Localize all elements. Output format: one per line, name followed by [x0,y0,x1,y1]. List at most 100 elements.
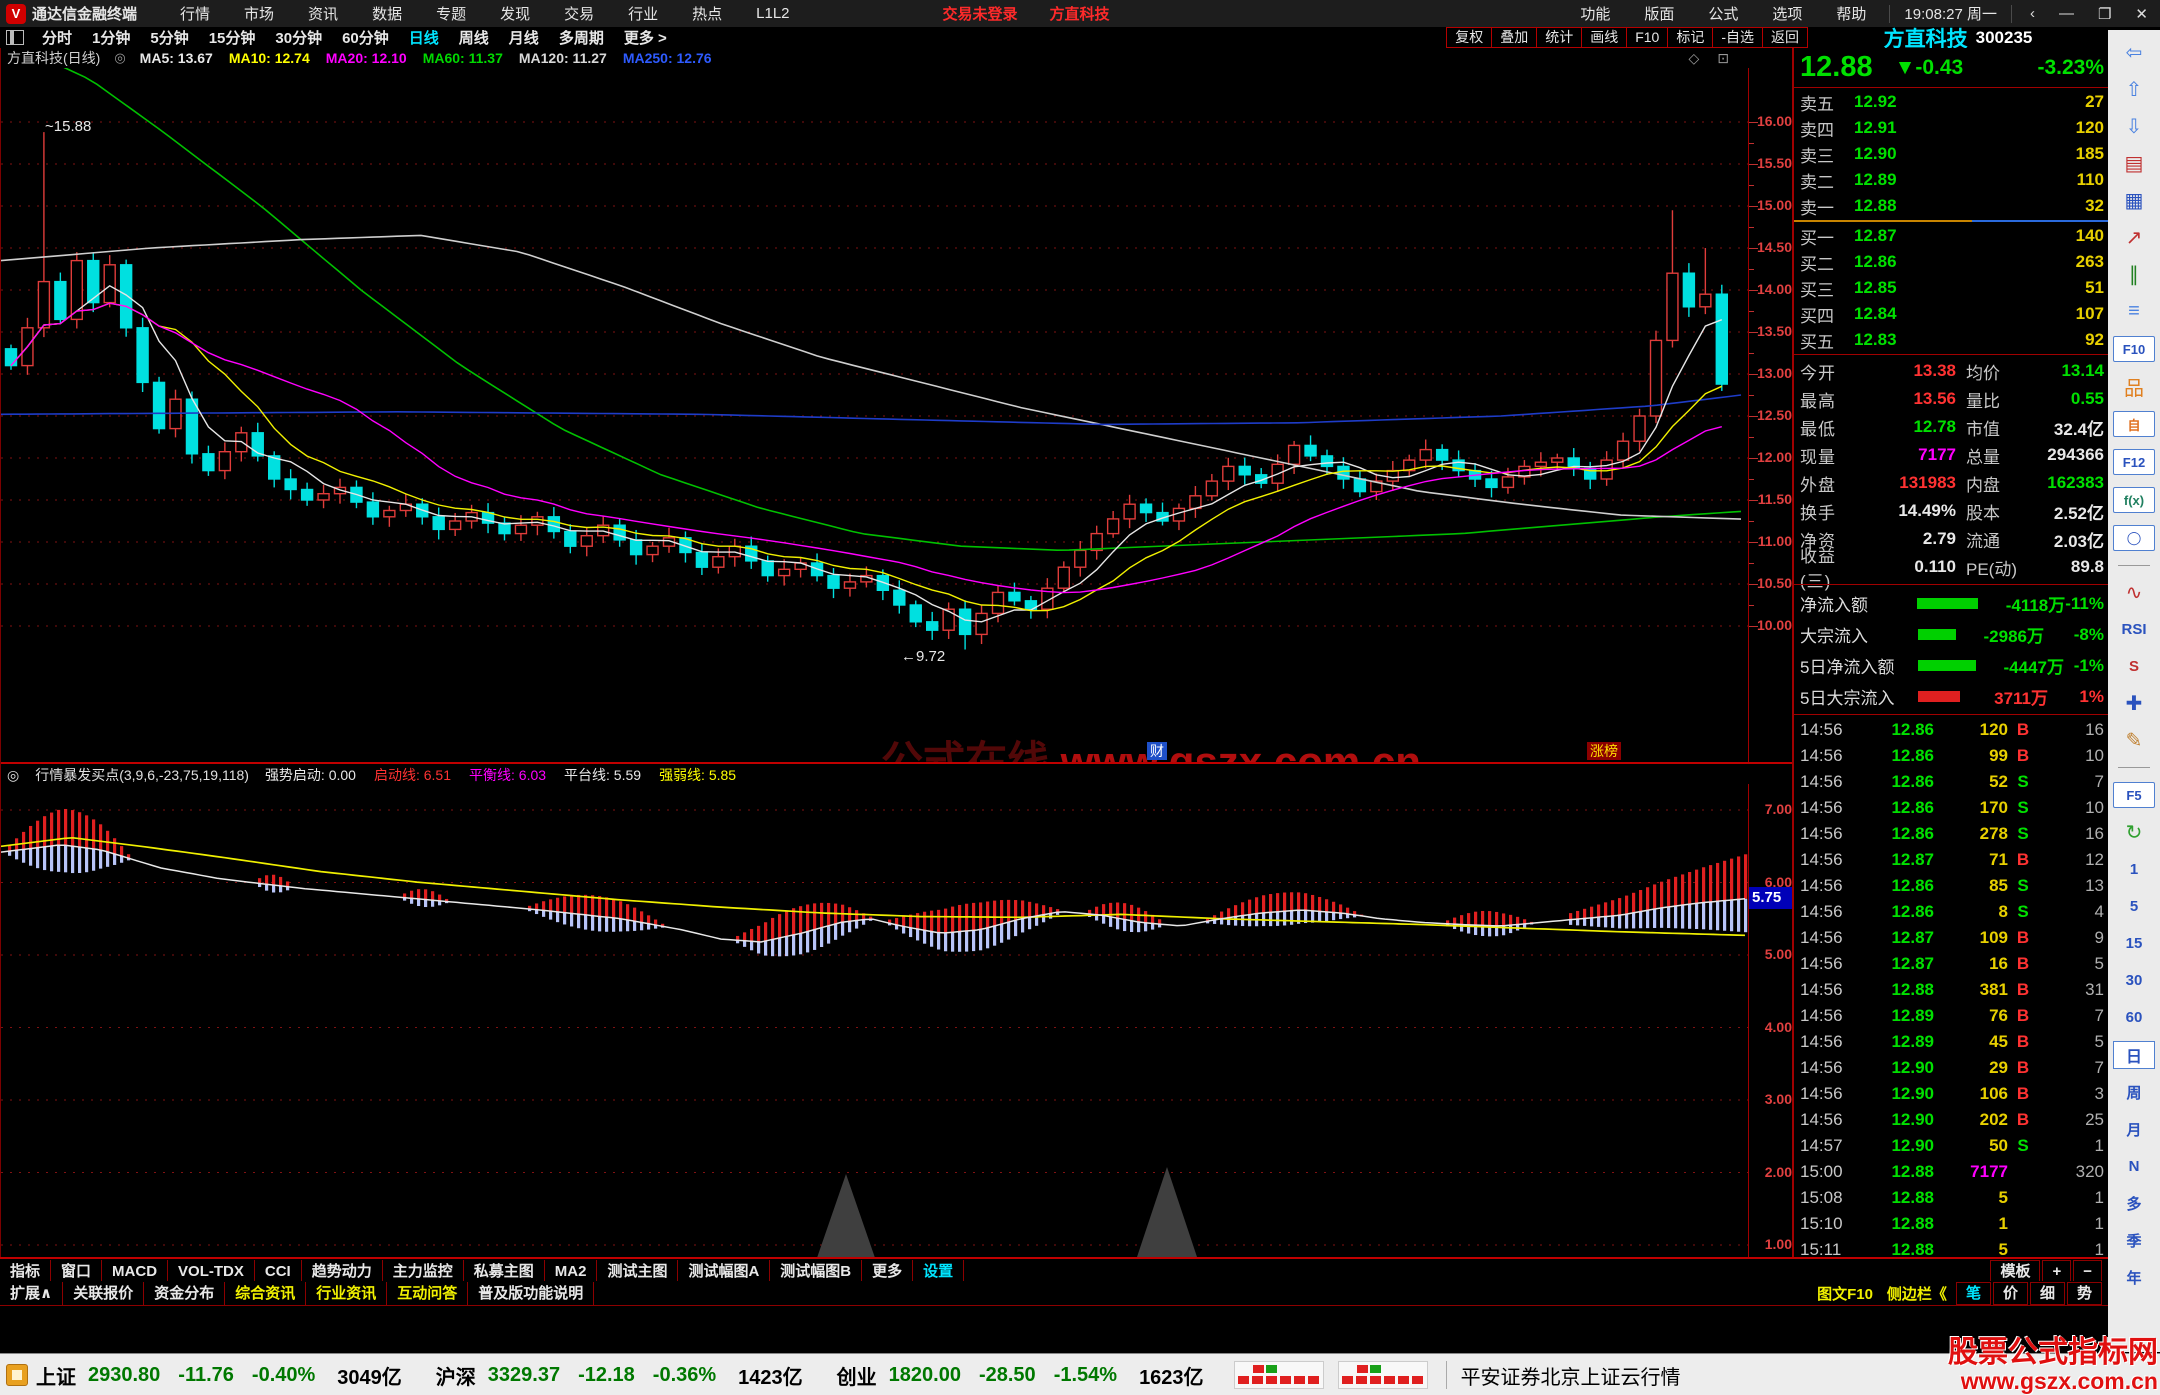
sell-level-row[interactable]: 卖三 12.90 185 [1800,144,2104,166]
f10-button[interactable]: F10 [2113,336,2155,362]
menu-item[interactable]: 交易 [564,6,595,23]
1[interactable]: 15:08 12.88 5 1 [1800,1188,2104,1207]
window-icon[interactable]: ⊡ [1717,49,1729,66]
maximize-button[interactable]: ❐ [2097,5,2112,23]
info-tab[interactable]: 关联报价 [63,1281,145,1305]
25[interactable]: 14:56 12.90 202 B 25 [1800,1110,2104,1129]
period-tab[interactable]: 60分钟 [342,30,389,47]
kline-icon[interactable]: ∥ [2129,264,2139,286]
toolbar-button[interactable]: 返回 [1762,27,1808,48]
1[interactable]: 15:10 12.88 1 1 [1800,1214,2104,1233]
period-tab[interactable]: 日线 [408,30,439,47]
5[interactable]: 14:56 12.87 16 B 5 [1800,954,2104,973]
s-button[interactable]: S [2128,658,2139,675]
waves-icon[interactable]: ∿ [2125,582,2143,604]
info-tab[interactable]: 资金分布 [144,1281,226,1305]
trend-line-icon[interactable]: ↗ [2125,227,2143,249]
draw-pencil-icon[interactable]: ✎ [2125,730,2143,752]
zixuan-button[interactable]: 自 [2113,411,2155,437]
indicator-tab[interactable]: 窗口 [51,1259,103,1283]
info-tab[interactable]: 综合资讯 [225,1281,307,1305]
1[interactable]: 15:11 12.88 5 1 [1800,1240,2104,1259]
sell-level-row[interactable]: 卖一 12.88 32 [1800,196,2104,218]
menu-item[interactable]: 帮助 [1836,6,1867,23]
login-status[interactable]: 交易未登录 [942,6,1018,23]
collapse-icon[interactable]: ◎ [7,766,20,783]
buy-level-row[interactable]: 买四 12.84 107 [1800,304,2104,326]
period-60min[interactable]: 60 [2125,1009,2143,1026]
indicator-tab[interactable]: 设置 [913,1259,965,1283]
down-arrow-icon[interactable]: ⇩ [2125,116,2143,138]
31[interactable]: 14:56 12.88 381 B 31 [1800,980,2104,999]
indicator-tab[interactable]: 测试幅图A [678,1259,771,1283]
sell-level-row[interactable]: 卖二 12.89 110 [1800,170,2104,192]
menu-item[interactable]: 数据 [372,6,403,23]
news-list-icon[interactable]: ≡ [2128,300,2140,322]
period-day[interactable]: 日 [2113,1041,2155,1069]
menu-item[interactable]: 热点 [692,6,723,23]
report-icon[interactable]: ▤ [2124,153,2144,175]
period-tab[interactable]: 15分钟 [208,30,256,47]
10[interactable]: 14:56 12.86 99 B 10 [1800,746,2104,765]
indicator-tab[interactable]: 更多 [862,1259,914,1283]
strip-divider[interactable] [2118,565,2150,566]
period-quarter[interactable]: 季 [2126,1233,2142,1250]
indicator-tab[interactable]: MACD [102,1259,169,1283]
f12-button[interactable]: F12 [2113,449,2155,475]
toolbar-button[interactable]: 统计 [1536,27,1583,48]
toolbar-button[interactable]: -自选 [1712,27,1763,48]
move-icon[interactable]: ✚ [2125,693,2143,715]
menu-item[interactable]: 行业 [628,6,659,23]
tab-bar-button[interactable]: − [2073,1259,2102,1283]
indicator-tab[interactable]: 指标 [0,1259,52,1283]
toolbar-button[interactable]: 标记 [1667,27,1714,48]
buy-level-row[interactable]: 买三 12.85 51 [1800,278,2104,300]
period-month[interactable]: 月 [2126,1122,2142,1139]
strip-divider[interactable] [2118,767,2150,768]
320[interactable]: 15:00 12.88 7177 320 [1800,1162,2104,1181]
circle-button[interactable]: ◯ [2113,525,2155,551]
collapse-icon[interactable]: ◎ [114,50,126,65]
detail-mode-button[interactable]: 价 [1992,1281,2028,1305]
tab-bar-button[interactable]: 模板 [1990,1259,2041,1283]
detail-mode-button[interactable]: 势 [2066,1281,2102,1305]
f5-button[interactable]: F5 [2113,782,2155,808]
buy-level-row[interactable]: 买一 12.87 140 [1800,226,2104,248]
period-1min[interactable]: 1 [2129,861,2139,878]
period-15min[interactable]: 15 [2125,935,2143,952]
period-tab[interactable]: 更多 > [623,30,667,47]
right-link[interactable]: 侧边栏《 [1886,1285,1947,1303]
info-tab[interactable]: 普及版功能说明 [468,1281,595,1305]
indicator-tab[interactable]: MA2 [545,1259,598,1283]
menu-item[interactable]: 专题 [436,6,467,23]
layout-icon[interactable] [6,30,24,45]
toolbar-button[interactable]: 复权 [1446,27,1493,48]
right-link[interactable]: 图文F10 [1817,1285,1873,1303]
quote-table-icon[interactable]: ▦ [2124,190,2144,212]
formula-button[interactable]: f(x) [2113,487,2155,513]
menu-item[interactable]: 选项 [1772,6,1803,23]
refresh-icon[interactable]: ↻ [2125,822,2143,844]
menu-item[interactable]: 功能 [1580,6,1611,23]
5[interactable]: 14:56 12.89 45 B 5 [1800,1032,2104,1051]
4[interactable]: 14:56 12.86 8 S 4 [1800,902,2104,921]
12[interactable]: 14:56 12.87 71 B 12 [1800,850,2104,869]
period-tab[interactable]: 月线 [508,30,539,47]
menu-item[interactable]: 市场 [244,6,275,23]
13[interactable]: 14:56 12.86 85 S 13 [1800,876,2104,895]
period-5min[interactable]: 5 [2129,898,2139,915]
indicator-tab[interactable]: 私募主图 [464,1259,545,1283]
info-tab[interactable]: 互动问答 [387,1281,469,1305]
menu-item[interactable]: L1L2 [756,5,790,22]
period-tab[interactable]: 多周期 [558,30,604,47]
period-tab[interactable]: 分时 [42,30,73,47]
market-status-icon[interactable] [6,1364,28,1386]
period-tab[interactable]: 30分钟 [275,30,323,47]
3[interactable]: 14:56 12.90 106 B 3 [1800,1084,2104,1103]
sell-level-row[interactable]: 卖五 12.92 27 [1800,92,2104,114]
10[interactable]: 14:56 12.86 170 S 10 [1800,798,2104,817]
7[interactable]: 14:56 12.89 76 B 7 [1800,1006,2104,1025]
period-tab[interactable]: 周线 [458,30,489,47]
9[interactable]: 14:56 12.87 109 B 9 [1800,928,2104,947]
sell-level-row[interactable]: 卖四 12.91 120 [1800,118,2104,140]
